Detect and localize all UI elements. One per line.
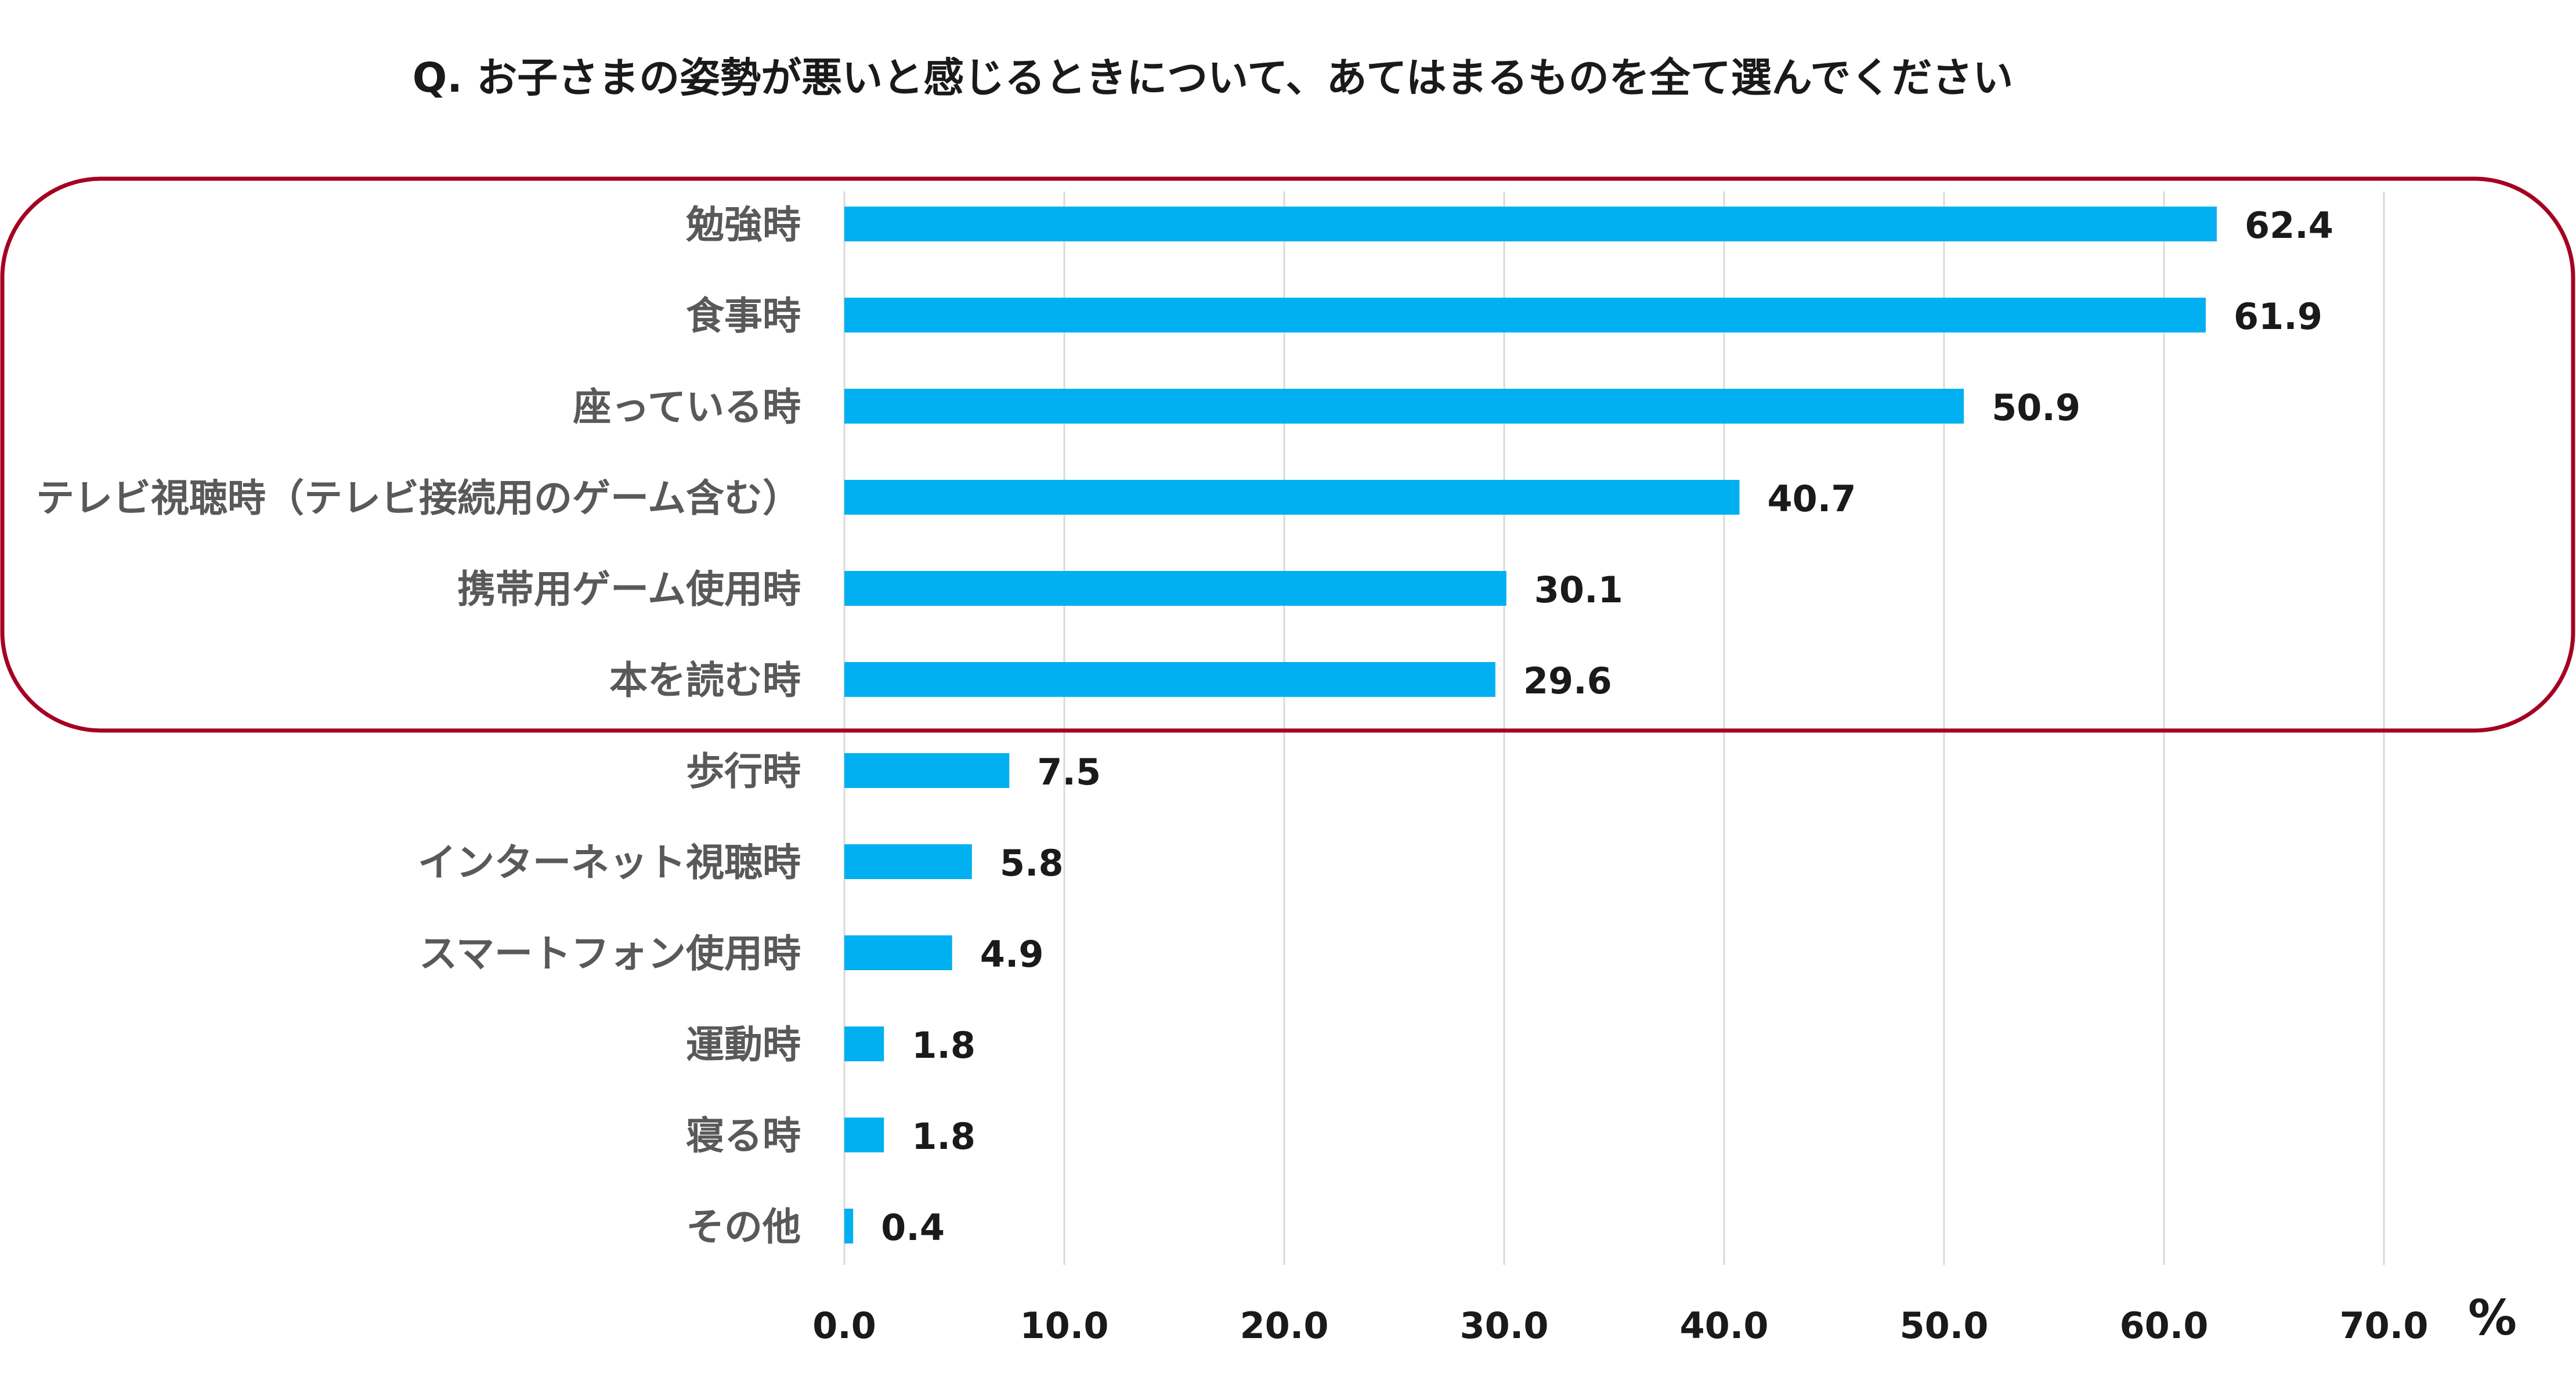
x-axis-ticks: 0.0 10.0 20.0 30.0 40.0 50.0 60.0 70.0 xyxy=(812,1304,2428,1347)
value-label: 40.7 xyxy=(1768,478,1856,520)
bar xyxy=(844,753,1010,788)
bar xyxy=(844,480,1740,515)
value-label: 61.9 xyxy=(2234,295,2322,338)
value-label: 5.8 xyxy=(1000,842,1064,884)
bar xyxy=(844,935,952,970)
category-label: 本を読む時 xyxy=(609,658,801,703)
value-labels: 62.4 61.9 50.9 40.7 30.1 29.6 7.5 5.8 4.9 1.8 1.8 0… xyxy=(881,204,2333,1249)
value-label: 7.5 xyxy=(1037,751,1101,793)
value-label: 1.8 xyxy=(912,1024,976,1067)
category-label: 座っている時 xyxy=(573,385,801,429)
category-label: テレビ視聴時（テレビ接続用のゲーム含む） xyxy=(36,476,801,520)
bar xyxy=(844,844,972,879)
value-label: 4.9 xyxy=(980,933,1044,975)
x-tick-label: 30.0 xyxy=(1460,1304,1549,1347)
x-tick-label: 50.0 xyxy=(1900,1304,1989,1347)
value-label: 30.1 xyxy=(1534,569,1623,611)
category-label: 歩行時 xyxy=(686,749,801,794)
chart-title: Q. お子さまの姿勢が悪いと感じるときについて、あてはまるものを全て選んでくださ… xyxy=(413,54,2014,102)
x-tick-label: 40.0 xyxy=(1680,1304,1769,1347)
x-tick-label: 70.0 xyxy=(2340,1304,2429,1347)
bar xyxy=(844,571,1506,606)
bar xyxy=(844,662,1495,697)
value-label: 62.4 xyxy=(2245,204,2333,247)
grid-lines xyxy=(843,191,2385,1265)
category-label: 勉強時 xyxy=(686,203,801,247)
bar xyxy=(844,1209,854,1243)
value-label: 0.4 xyxy=(881,1206,945,1249)
bar xyxy=(844,298,2206,332)
highlight-border xyxy=(0,176,2575,733)
value-label: 29.6 xyxy=(1523,660,1612,702)
unit-label: % xyxy=(2468,1289,2517,1346)
bar xyxy=(844,207,2217,241)
x-tick-label: 10.0 xyxy=(1020,1304,1109,1347)
category-label: その他 xyxy=(686,1205,801,1249)
category-label: 運動時 xyxy=(686,1022,801,1067)
value-label: 50.9 xyxy=(1992,386,2080,429)
bar xyxy=(844,389,1964,424)
category-label: 携帯用ゲーム使用時 xyxy=(457,567,801,612)
x-tick-label: 60.0 xyxy=(2120,1304,2209,1347)
value-label: 1.8 xyxy=(912,1115,976,1158)
category-label: インターネット視聴時 xyxy=(418,840,801,885)
bar xyxy=(844,1118,884,1152)
bar xyxy=(844,1026,884,1061)
bar-series xyxy=(844,207,2217,1243)
category-label: 寝る時 xyxy=(686,1114,801,1158)
x-tick-label: 0.0 xyxy=(812,1304,876,1347)
category-label: 食事時 xyxy=(686,294,801,338)
x-tick-label: 20.0 xyxy=(1240,1304,1329,1347)
category-label: スマートフォン使用時 xyxy=(419,931,801,976)
